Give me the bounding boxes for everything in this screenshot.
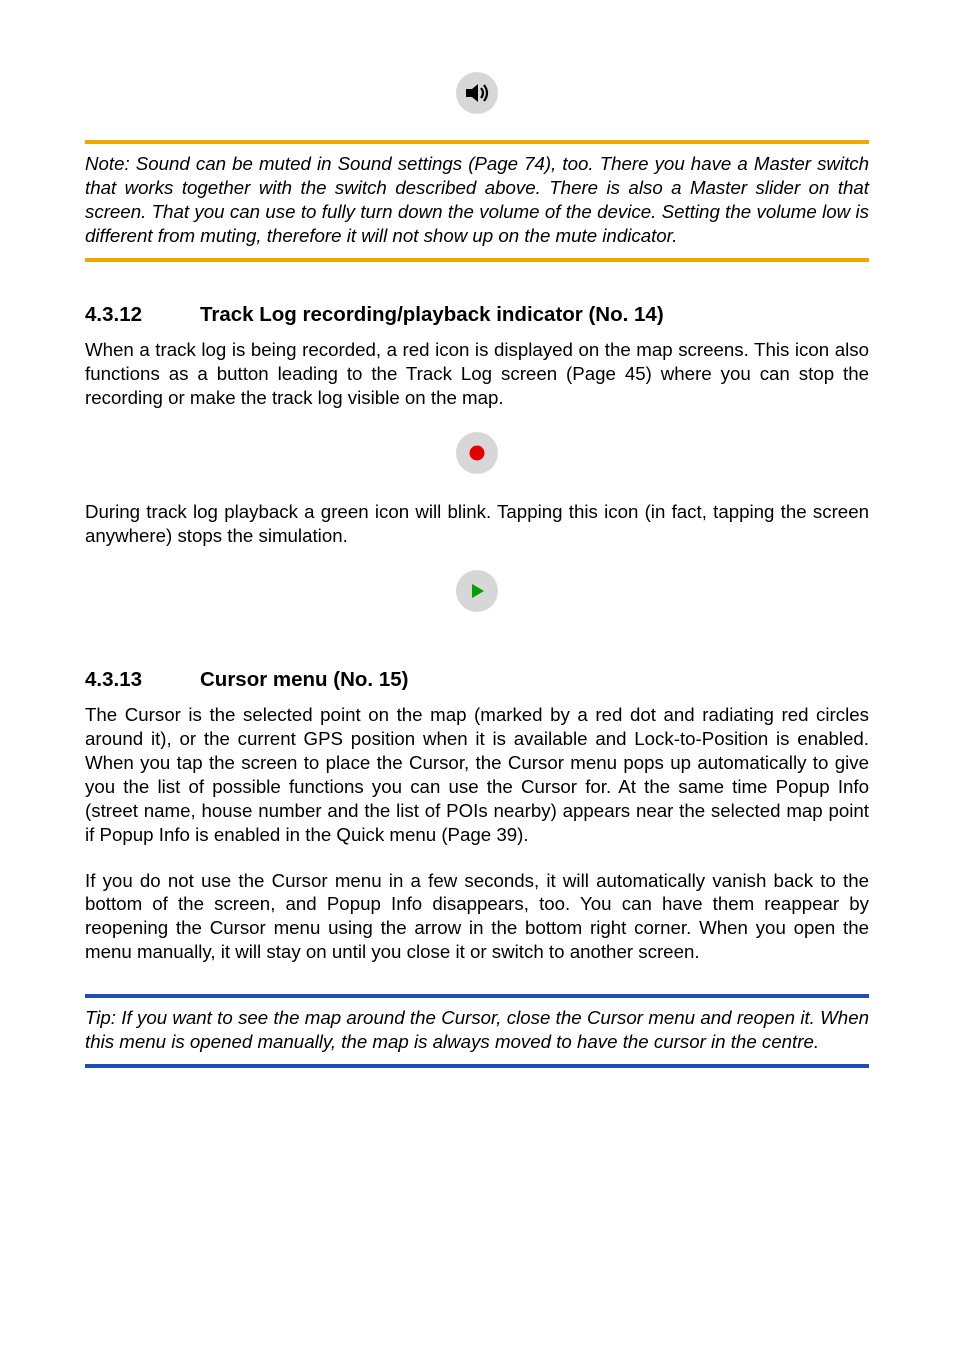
- para-4-3-12-1: When a track log is being recorded, a re…: [85, 338, 869, 410]
- section-title: Cursor menu (No. 15): [200, 668, 408, 691]
- para-4-3-12-2: During track log playback a green icon w…: [85, 500, 869, 548]
- section-title: Track Log recording/playback indicator (…: [200, 303, 664, 326]
- tip-box: Tip: If you want to see the map around t…: [85, 994, 869, 1068]
- mute-icon-row: [85, 72, 869, 114]
- record-icon: [456, 432, 498, 474]
- speaker-mute-icon: [456, 72, 498, 114]
- note-box: Note: Sound can be muted in Sound settin…: [85, 140, 869, 262]
- note-text: Note: Sound can be muted in Sound settin…: [85, 153, 869, 246]
- play-icon: [456, 570, 498, 612]
- section-number: 4.3.13: [85, 667, 200, 693]
- tip-text: Tip: If you want to see the map around t…: [85, 1007, 869, 1052]
- record-icon-row: [85, 432, 869, 474]
- para-4-3-13-1: The Cursor is the selected point on the …: [85, 703, 869, 847]
- heading-4-3-13: 4.3.13Cursor menu (No. 15): [85, 667, 869, 693]
- section-number: 4.3.12: [85, 302, 200, 328]
- play-icon-row: [85, 570, 869, 612]
- heading-4-3-12: 4.3.12Track Log recording/playback indic…: [85, 302, 869, 328]
- para-4-3-13-2: If you do not use the Cursor menu in a f…: [85, 869, 869, 965]
